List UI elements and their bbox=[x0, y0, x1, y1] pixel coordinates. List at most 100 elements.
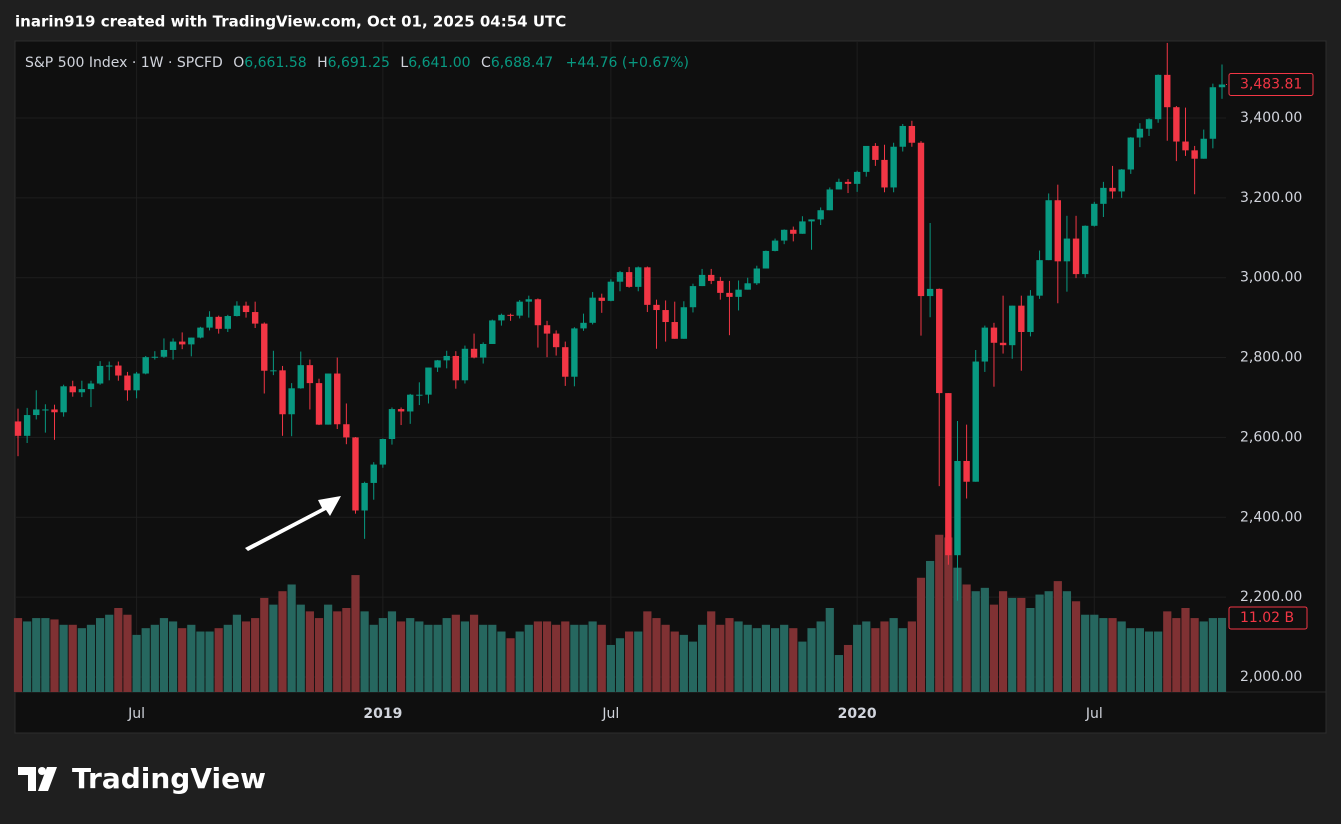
candle-body bbox=[844, 181, 852, 184]
candle-body bbox=[598, 297, 605, 301]
volume-bar bbox=[907, 621, 916, 692]
candle-body bbox=[352, 437, 359, 511]
candle-body bbox=[753, 268, 761, 284]
candle-body bbox=[1063, 238, 1071, 262]
candle-body bbox=[744, 283, 751, 290]
volume-bar bbox=[561, 621, 570, 692]
volume-bar bbox=[916, 577, 926, 692]
volume-bar bbox=[1126, 628, 1135, 692]
candle-body bbox=[516, 301, 523, 316]
candle-body bbox=[1127, 137, 1134, 170]
volume-bar bbox=[1017, 597, 1026, 692]
volume-bar bbox=[333, 611, 342, 692]
volume-bar bbox=[406, 618, 415, 692]
candle-body bbox=[242, 305, 250, 313]
volume-bar bbox=[305, 611, 314, 692]
last-volume-box bbox=[1228, 606, 1308, 630]
volume-bar bbox=[834, 655, 844, 692]
volume-bar bbox=[944, 537, 953, 692]
volume-bar bbox=[588, 621, 597, 692]
candle-body bbox=[899, 125, 906, 147]
candle-body bbox=[644, 267, 651, 305]
volume-bar bbox=[59, 624, 68, 692]
candle-body bbox=[790, 229, 797, 234]
candle-body bbox=[1136, 128, 1144, 138]
volume-bar bbox=[1181, 608, 1190, 692]
last-price-label: 3,483.81 bbox=[1240, 77, 1302, 93]
volume-bar bbox=[86, 624, 96, 692]
x-tick-label: 2020 bbox=[838, 706, 877, 722]
candle-body bbox=[33, 409, 40, 416]
candle-body bbox=[1173, 107, 1180, 142]
y-tick-label: 2,000.00 bbox=[1240, 669, 1302, 685]
volume-bar bbox=[77, 628, 86, 692]
legend: S&P 500 Index · 1W · SPCFD O6,661.58 H6,… bbox=[25, 55, 689, 71]
y-tick-label: 3,000.00 bbox=[1240, 270, 1302, 286]
candle-body bbox=[972, 361, 979, 482]
legend-key: O bbox=[233, 55, 244, 71]
candle-body bbox=[1009, 305, 1016, 346]
candle-body bbox=[780, 229, 788, 241]
candle-body bbox=[1018, 305, 1025, 333]
candle-body bbox=[990, 327, 998, 343]
candle-body bbox=[571, 328, 578, 377]
volume-bar bbox=[415, 621, 424, 692]
volume-bar bbox=[542, 621, 552, 692]
volume-bar bbox=[926, 560, 935, 692]
candle-body bbox=[717, 280, 724, 293]
candle-body bbox=[343, 424, 350, 438]
volume-bar bbox=[725, 618, 734, 692]
candle-body bbox=[1036, 260, 1043, 296]
candle-body bbox=[981, 327, 989, 362]
volume-bar bbox=[1190, 618, 1199, 692]
volume-bar bbox=[68, 624, 77, 692]
candle-body bbox=[361, 482, 368, 511]
volume-bar bbox=[780, 624, 789, 692]
volume-bar bbox=[1108, 618, 1117, 692]
volume-bar bbox=[50, 619, 59, 692]
candle-body bbox=[160, 349, 168, 357]
volume-bar bbox=[734, 621, 743, 692]
legend-value: 6,688.47 bbox=[491, 55, 553, 71]
volume-bar bbox=[625, 631, 634, 692]
volume-bar bbox=[488, 624, 497, 692]
y-tick-label: 2,200.00 bbox=[1240, 589, 1302, 605]
volume-bar bbox=[1117, 621, 1126, 692]
volume-bar bbox=[962, 584, 971, 692]
candle-body bbox=[498, 314, 505, 321]
legend-key: H bbox=[317, 55, 328, 71]
candles bbox=[14, 42, 1226, 601]
candle-body bbox=[1091, 203, 1098, 226]
volume-bar bbox=[223, 624, 232, 692]
volume-bar bbox=[825, 608, 834, 692]
y-tick-label: 2,600.00 bbox=[1240, 429, 1302, 445]
candle-body bbox=[635, 267, 642, 287]
volume-bar bbox=[159, 618, 169, 692]
candle-body bbox=[552, 333, 560, 348]
x-tick-label: Jul bbox=[127, 706, 145, 722]
volume-bar bbox=[150, 624, 159, 692]
candle-body bbox=[51, 409, 58, 413]
volume-bar bbox=[1008, 597, 1017, 692]
candle-body bbox=[470, 348, 478, 358]
candle-body bbox=[863, 145, 870, 172]
candle-body bbox=[78, 389, 86, 393]
volume-bar bbox=[798, 641, 807, 692]
volume-bar bbox=[479, 624, 488, 692]
candle-body bbox=[771, 240, 779, 251]
candle-body bbox=[607, 281, 615, 301]
candle-body bbox=[698, 274, 706, 287]
volume-bar bbox=[269, 604, 278, 692]
candle-body bbox=[288, 388, 295, 415]
candle-body bbox=[762, 250, 770, 269]
candle-body bbox=[434, 360, 441, 368]
candle-body bbox=[616, 272, 624, 282]
candle-body bbox=[1081, 225, 1089, 275]
volume-bar bbox=[1062, 591, 1072, 692]
volume-bar bbox=[789, 628, 798, 692]
volume-bar bbox=[360, 611, 369, 692]
candle-body bbox=[60, 386, 67, 413]
legend-change: +44.76 (+0.67%) bbox=[566, 55, 689, 71]
volume-bar bbox=[880, 621, 889, 692]
